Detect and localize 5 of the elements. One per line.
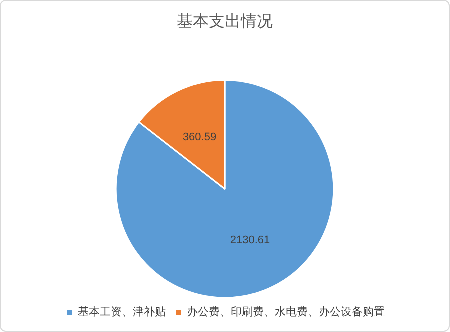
chart-title: 基本支出情况 <box>177 12 273 30</box>
legend-label: 办公费、印刷费、水电费、办公设备购置 <box>187 306 385 318</box>
data-label: 2130.61 <box>230 234 270 247</box>
data-label: 360.59 <box>182 131 217 144</box>
legend-label: 基本工资、津补贴 <box>78 306 166 318</box>
